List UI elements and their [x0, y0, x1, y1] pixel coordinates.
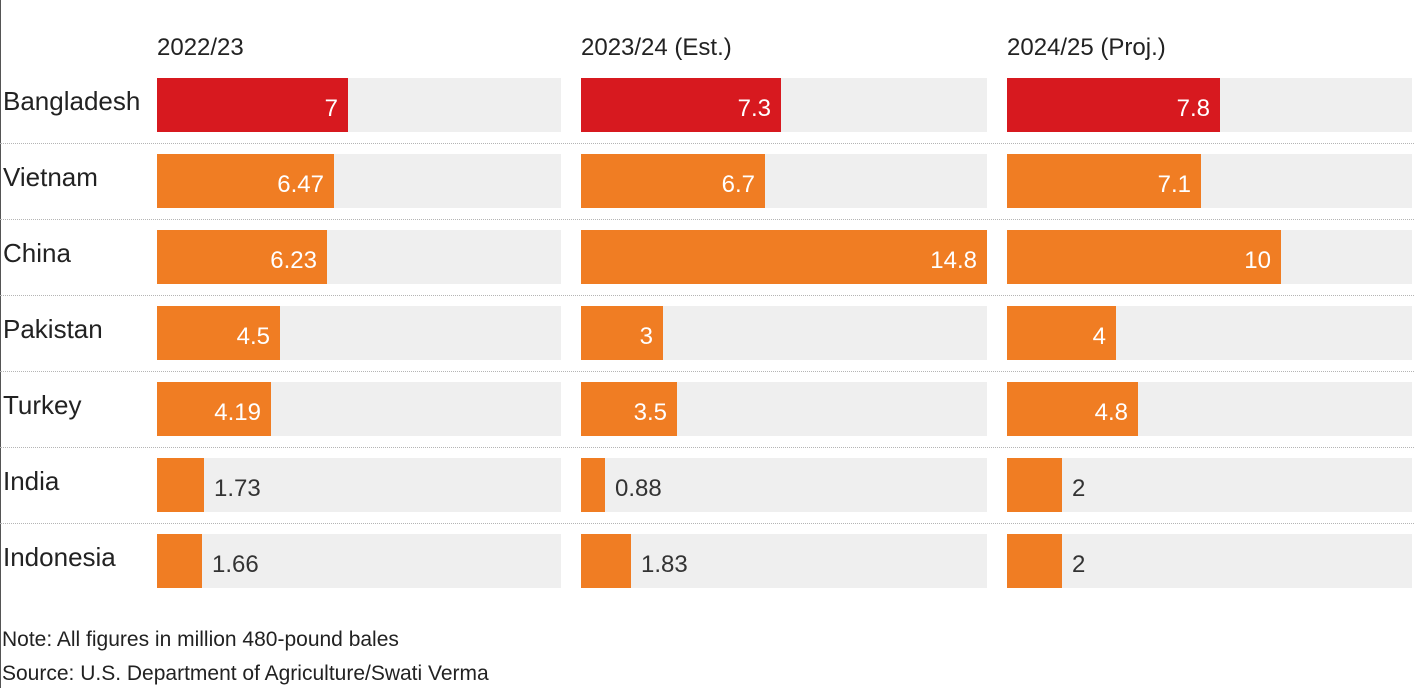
data-label: 4.5: [236, 323, 270, 350]
data-label: 14.8: [930, 247, 977, 274]
bar: [1007, 382, 1138, 436]
data-label: 0.88: [615, 475, 662, 502]
row-separator: [0, 447, 1414, 448]
data-label: 6.23: [270, 247, 317, 274]
category-label: India: [3, 466, 60, 496]
category-label: Turkey: [3, 390, 82, 420]
bar: [581, 306, 663, 360]
bar: [581, 534, 631, 588]
data-label: 4.19: [214, 399, 261, 426]
row-separator: [0, 143, 1414, 144]
data-label: 2: [1072, 551, 1086, 578]
data-label: 7: [324, 95, 338, 122]
data-label: 6.7: [721, 171, 755, 198]
chart-note: Note: All figures in million 480-pound b…: [2, 628, 399, 651]
column-header: 2022/23: [157, 34, 244, 61]
bar-track: [1007, 458, 1412, 512]
bar: [581, 382, 677, 436]
data-label: 1.66: [212, 551, 259, 578]
data-label: 7.1: [1157, 171, 1191, 198]
data-label: 7.3: [737, 95, 771, 122]
data-label: 1.73: [214, 475, 261, 502]
bar-track: [157, 534, 561, 588]
data-label: 2: [1072, 475, 1086, 502]
bar: [1007, 306, 1116, 360]
column-header: 2023/24 (Est.): [581, 34, 732, 61]
bar-track: [1007, 534, 1412, 588]
bar: [157, 534, 202, 588]
data-label: 3.5: [633, 399, 667, 426]
bar: [581, 458, 605, 512]
bar: [1007, 230, 1281, 284]
bar: [157, 458, 204, 512]
bar-track: [581, 534, 987, 588]
row-separator: [0, 371, 1414, 372]
row-separator: [0, 295, 1414, 296]
bar: [581, 154, 765, 208]
bar: [1007, 154, 1201, 208]
data-label: 10: [1244, 247, 1271, 274]
category-label: Bangladesh: [3, 86, 141, 116]
left-rule: [0, 0, 1, 688]
bar: [157, 78, 348, 132]
row-separator: [0, 523, 1414, 524]
category-label: Pakistan: [3, 314, 103, 344]
category-label: Indonesia: [3, 542, 116, 572]
category-label: China: [3, 238, 71, 268]
bar-track: [581, 458, 987, 512]
data-label: 3: [639, 323, 653, 350]
row-separator: [0, 219, 1414, 220]
bar: [1007, 78, 1220, 132]
data-label: 6.47: [277, 171, 324, 198]
data-label: 1.83: [641, 551, 688, 578]
bar: [1007, 458, 1062, 512]
chart-source: Source: U.S. Department of Agriculture/S…: [2, 662, 489, 685]
bar: [581, 78, 781, 132]
bar-track: [157, 458, 561, 512]
column-header: 2024/25 (Proj.): [1007, 34, 1166, 61]
category-label: Vietnam: [3, 162, 98, 192]
bar: [157, 382, 271, 436]
data-label: 7.8: [1176, 95, 1210, 122]
bar: [157, 154, 334, 208]
bar: [1007, 534, 1062, 588]
data-label: 4: [1092, 323, 1106, 350]
bar: [157, 230, 327, 284]
bar: [581, 230, 987, 284]
bar: [157, 306, 280, 360]
data-label: 4.8: [1094, 399, 1128, 426]
